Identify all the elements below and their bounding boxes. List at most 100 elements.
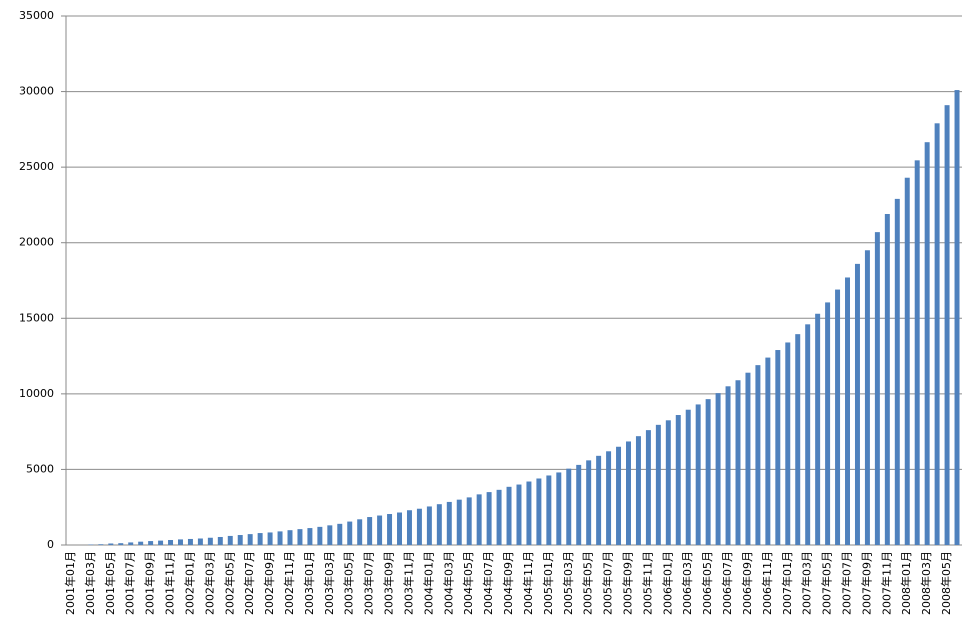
x-tick-label: 2005年11月 bbox=[640, 551, 654, 615]
bar bbox=[665, 420, 671, 545]
x-tick-label: 2003年11月 bbox=[401, 551, 415, 615]
x-tick-label: 2001年09月 bbox=[143, 551, 157, 615]
x-tick-label: 2004年05月 bbox=[461, 551, 475, 615]
x-tick-label: 2004年01月 bbox=[421, 551, 435, 615]
bar bbox=[546, 475, 552, 545]
bar bbox=[486, 492, 492, 545]
bar bbox=[805, 324, 811, 545]
bar bbox=[715, 393, 721, 545]
bar bbox=[556, 472, 562, 545]
bar bbox=[148, 541, 154, 545]
y-tick-label: 5000 bbox=[26, 462, 54, 475]
x-tick-label: 2001年01月 bbox=[63, 551, 77, 615]
x-tick-label: 2008年03月 bbox=[919, 551, 933, 615]
y-tick-label: 0 bbox=[47, 538, 54, 551]
y-tick-label: 35000 bbox=[19, 9, 54, 22]
bar bbox=[616, 446, 622, 545]
x-tick-label: 2006年11月 bbox=[760, 551, 774, 615]
x-tick-label: 2001年07月 bbox=[123, 551, 137, 615]
bar bbox=[466, 497, 472, 545]
bar bbox=[815, 313, 821, 545]
bar bbox=[227, 535, 233, 545]
bar bbox=[247, 534, 253, 545]
x-tick-label: 2004年03月 bbox=[441, 551, 455, 615]
bar bbox=[118, 543, 124, 545]
x-tick-label: 2002年11月 bbox=[282, 551, 296, 615]
bar bbox=[705, 399, 711, 545]
bar bbox=[635, 436, 641, 545]
x-tick-label: 2005年07月 bbox=[601, 551, 615, 615]
bar bbox=[277, 531, 283, 545]
bar bbox=[685, 409, 691, 545]
x-tick-label: 2003年03月 bbox=[322, 551, 336, 615]
bar bbox=[456, 499, 462, 545]
bar bbox=[894, 198, 900, 545]
x-tick-label: 2007年01月 bbox=[780, 551, 794, 615]
bar bbox=[337, 523, 343, 545]
x-tick-label: 2002年01月 bbox=[182, 551, 196, 615]
bar bbox=[237, 535, 243, 545]
bar bbox=[884, 213, 890, 546]
bar bbox=[98, 544, 104, 545]
bar bbox=[655, 424, 661, 545]
x-tick-label: 2004年07月 bbox=[481, 551, 495, 615]
bar bbox=[287, 530, 293, 545]
bar bbox=[576, 464, 582, 545]
x-tick-label: 2007年11月 bbox=[879, 551, 893, 615]
bar bbox=[128, 542, 134, 545]
x-tick-label: 2002年07月 bbox=[242, 551, 256, 615]
bar bbox=[406, 510, 412, 545]
y-tick-label: 20000 bbox=[19, 236, 54, 249]
bar bbox=[825, 302, 831, 545]
bar bbox=[257, 533, 263, 545]
bar bbox=[854, 263, 860, 545]
x-tick-label: 2006年05月 bbox=[700, 551, 714, 615]
bar bbox=[874, 232, 880, 546]
bar bbox=[178, 539, 183, 545]
bar bbox=[446, 501, 452, 545]
bar bbox=[357, 519, 363, 545]
bar bbox=[785, 342, 791, 545]
bar bbox=[934, 123, 940, 545]
y-tick-label: 10000 bbox=[19, 387, 54, 400]
bar bbox=[566, 468, 572, 545]
x-tick-label: 2003年07月 bbox=[362, 551, 376, 615]
bar bbox=[795, 334, 801, 545]
x-tick-label: 2001年03月 bbox=[83, 551, 97, 615]
x-tick-label: 2007年09月 bbox=[859, 551, 873, 615]
bar bbox=[864, 250, 870, 545]
x-tick-label: 2006年03月 bbox=[680, 551, 694, 615]
bar bbox=[695, 404, 701, 545]
bar bbox=[735, 380, 741, 545]
y-tick-label: 15000 bbox=[19, 311, 54, 324]
bar bbox=[197, 538, 203, 545]
bar bbox=[626, 441, 631, 545]
bar bbox=[307, 528, 313, 545]
x-tick-label: 2002年09月 bbox=[262, 551, 276, 615]
bar bbox=[496, 489, 502, 545]
bar bbox=[775, 350, 781, 545]
x-tick-label: 2003年05月 bbox=[342, 551, 356, 615]
bar bbox=[835, 289, 841, 545]
bar bbox=[267, 532, 273, 545]
bar bbox=[158, 540, 164, 545]
bar bbox=[416, 508, 422, 545]
bar bbox=[347, 521, 353, 545]
bar bbox=[755, 365, 761, 545]
bar bbox=[725, 386, 731, 545]
bar bbox=[516, 484, 522, 545]
bar bbox=[586, 460, 592, 545]
x-tick-label: 2003年01月 bbox=[302, 551, 316, 615]
x-tick-label: 2002年05月 bbox=[222, 551, 236, 615]
bar bbox=[536, 478, 542, 545]
bar bbox=[924, 142, 930, 545]
x-tick-label: 2005年09月 bbox=[620, 551, 634, 615]
bar bbox=[138, 541, 144, 545]
bar bbox=[476, 494, 482, 545]
bar bbox=[168, 540, 174, 545]
bar bbox=[426, 506, 432, 545]
bar bbox=[327, 525, 333, 545]
bar bbox=[765, 357, 771, 545]
bar bbox=[745, 372, 751, 545]
